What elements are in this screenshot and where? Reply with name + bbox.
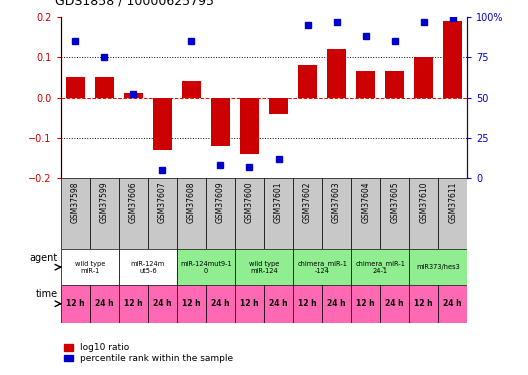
- Bar: [444, 21, 462, 98]
- Bar: [153, 98, 172, 150]
- Text: GSM37608: GSM37608: [187, 182, 196, 223]
- Text: GSM37602: GSM37602: [303, 182, 312, 223]
- Bar: [293, 285, 322, 322]
- Bar: [177, 178, 206, 249]
- Bar: [298, 65, 317, 98]
- Text: 12 h: 12 h: [182, 299, 201, 308]
- Bar: [409, 249, 467, 285]
- Bar: [95, 77, 114, 98]
- Bar: [356, 71, 375, 98]
- Text: 24 h: 24 h: [211, 299, 230, 308]
- Text: 12 h: 12 h: [240, 299, 259, 308]
- Bar: [90, 178, 119, 249]
- Text: GSM37598: GSM37598: [71, 182, 80, 223]
- Bar: [124, 93, 143, 98]
- Bar: [293, 178, 322, 249]
- Text: GSM37606: GSM37606: [129, 182, 138, 224]
- Text: 12 h: 12 h: [66, 299, 84, 308]
- Text: 24 h: 24 h: [327, 299, 346, 308]
- Text: 24 h: 24 h: [153, 299, 172, 308]
- Bar: [380, 178, 409, 249]
- Bar: [240, 98, 259, 154]
- Text: GSM37609: GSM37609: [216, 182, 225, 224]
- Bar: [148, 178, 177, 249]
- Bar: [322, 285, 351, 322]
- Text: chimera_miR-1
24-1: chimera_miR-1 24-1: [355, 260, 405, 274]
- Bar: [322, 178, 351, 249]
- Bar: [327, 49, 346, 98]
- Bar: [66, 77, 84, 98]
- Bar: [264, 178, 293, 249]
- Bar: [119, 178, 148, 249]
- Bar: [61, 285, 90, 322]
- Bar: [351, 285, 380, 322]
- Bar: [438, 285, 467, 322]
- Text: GSM37607: GSM37607: [158, 182, 167, 224]
- Text: miR-124mut9-1
0: miR-124mut9-1 0: [180, 261, 232, 274]
- Text: GSM37601: GSM37601: [274, 182, 283, 223]
- Bar: [119, 249, 177, 285]
- Bar: [351, 249, 409, 285]
- Bar: [351, 178, 380, 249]
- Bar: [385, 71, 404, 98]
- Text: 12 h: 12 h: [298, 299, 317, 308]
- Text: 24 h: 24 h: [444, 299, 462, 308]
- Bar: [206, 178, 235, 249]
- Text: GSM37600: GSM37600: [245, 182, 254, 224]
- Bar: [269, 98, 288, 114]
- Bar: [177, 285, 206, 322]
- Text: 24 h: 24 h: [269, 299, 288, 308]
- Bar: [182, 81, 201, 98]
- Bar: [409, 178, 438, 249]
- Bar: [293, 249, 351, 285]
- Bar: [90, 285, 119, 322]
- Text: time: time: [36, 290, 58, 299]
- Text: miR373/hes3: miR373/hes3: [417, 264, 460, 270]
- Text: wild type
miR-124: wild type miR-124: [249, 261, 279, 274]
- Bar: [119, 285, 148, 322]
- Bar: [177, 249, 235, 285]
- Text: 24 h: 24 h: [95, 299, 114, 308]
- Text: chimera_miR-1
-124: chimera_miR-1 -124: [297, 260, 347, 274]
- Text: wild type
miR-1: wild type miR-1: [74, 261, 105, 274]
- Bar: [61, 178, 90, 249]
- Bar: [235, 178, 264, 249]
- Bar: [148, 285, 177, 322]
- Text: GDS1858 / 10000625795: GDS1858 / 10000625795: [55, 0, 214, 8]
- Text: 12 h: 12 h: [124, 299, 143, 308]
- Bar: [380, 285, 409, 322]
- Text: 24 h: 24 h: [385, 299, 404, 308]
- Legend: log10 ratio, percentile rank within the sample: log10 ratio, percentile rank within the …: [60, 340, 237, 367]
- Bar: [409, 285, 438, 322]
- Text: GSM37599: GSM37599: [100, 182, 109, 224]
- Bar: [414, 57, 433, 98]
- Bar: [264, 285, 293, 322]
- Bar: [206, 285, 235, 322]
- Text: miR-124m
ut5-6: miR-124m ut5-6: [131, 261, 165, 274]
- Bar: [438, 178, 467, 249]
- Text: 12 h: 12 h: [356, 299, 375, 308]
- Text: GSM37604: GSM37604: [361, 182, 370, 224]
- Bar: [235, 285, 264, 322]
- Bar: [235, 249, 293, 285]
- Text: GSM37605: GSM37605: [390, 182, 399, 224]
- Text: GSM37603: GSM37603: [332, 182, 341, 224]
- Text: GSM37610: GSM37610: [419, 182, 428, 223]
- Text: agent: agent: [30, 253, 58, 263]
- Text: GSM37611: GSM37611: [448, 182, 457, 223]
- Bar: [61, 249, 119, 285]
- Text: 12 h: 12 h: [414, 299, 433, 308]
- Bar: [211, 98, 230, 146]
